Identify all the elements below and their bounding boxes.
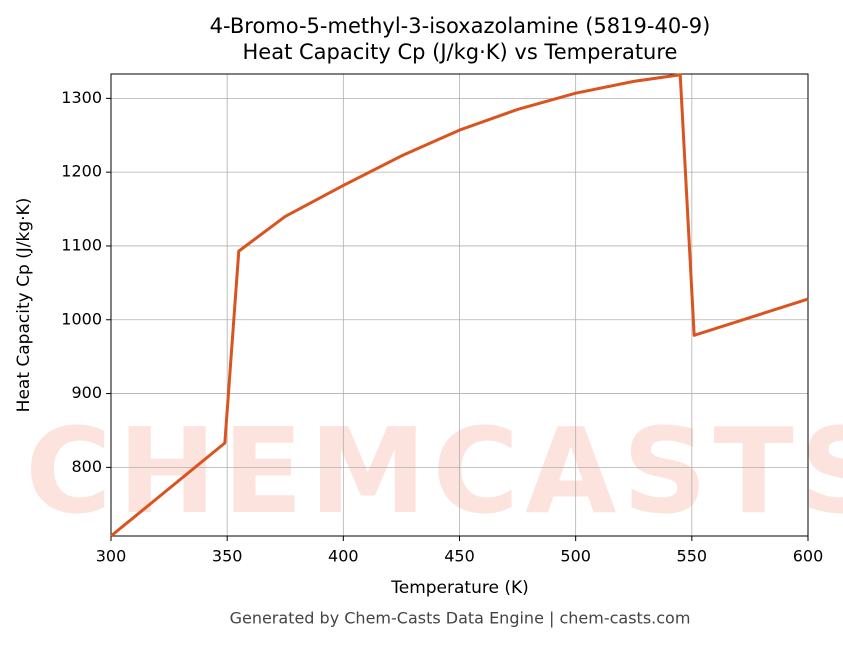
x-tick-label: 350: [212, 547, 243, 566]
chart-subtitle: Heat Capacity Cp (J/kg·K) vs Temperature: [243, 40, 678, 64]
chart-title: 4-Bromo-5-methyl-3-isoxazolamine (5819-4…: [210, 14, 711, 38]
x-tick-label: 300: [96, 547, 127, 566]
x-tick-label: 600: [793, 547, 824, 566]
plot-frame: [110, 73, 809, 537]
x-tick-label: 400: [328, 547, 359, 566]
y-tick-label: 1100: [61, 235, 102, 254]
y-tick-label: 900: [71, 383, 102, 402]
x-tick-label: 450: [444, 547, 475, 566]
watermark: CHEMCASTS: [25, 402, 843, 540]
data-line: [110, 73, 809, 538]
y-axis-label: Heat Capacity Cp (J/kg·K): [14, 198, 34, 413]
x-tick-label: 550: [677, 547, 708, 566]
y-tick-label: 800: [71, 457, 102, 476]
x-tick-label: 500: [560, 547, 591, 566]
y-tick-label: 1000: [61, 309, 102, 328]
y-tick-label: 1200: [61, 162, 102, 181]
y-tick-label: 1300: [61, 88, 102, 107]
x-axis-label: Temperature (K): [390, 578, 529, 598]
footer: Generated by Chem-Casts Data Engine | ch…: [230, 609, 691, 628]
